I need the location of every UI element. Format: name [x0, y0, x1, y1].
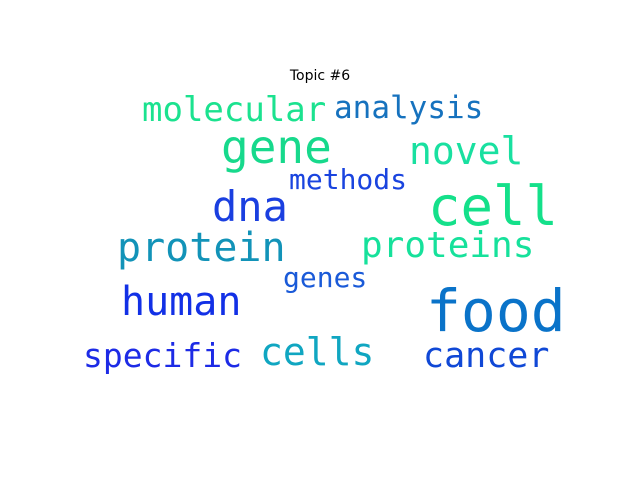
- word-novel: novel: [409, 129, 524, 173]
- word-human: human: [121, 279, 242, 325]
- word-proteins: proteins: [361, 225, 535, 266]
- word-food: food: [426, 277, 566, 345]
- word-genes: genes: [283, 261, 368, 294]
- word-gene: gene: [221, 120, 332, 174]
- word-protein: protein: [117, 225, 286, 271]
- chart-title: Topic #6: [289, 68, 351, 84]
- word-dna: dna: [212, 182, 288, 231]
- word-cells: cells: [260, 330, 375, 374]
- word-cell: cell: [428, 175, 559, 238]
- word-cancer: cancer: [423, 336, 550, 376]
- word-specific: specific: [83, 336, 242, 375]
- word-methods: methods: [289, 163, 408, 196]
- word-molecular: molecular: [142, 90, 327, 130]
- word-analysis: analysis: [334, 90, 484, 126]
